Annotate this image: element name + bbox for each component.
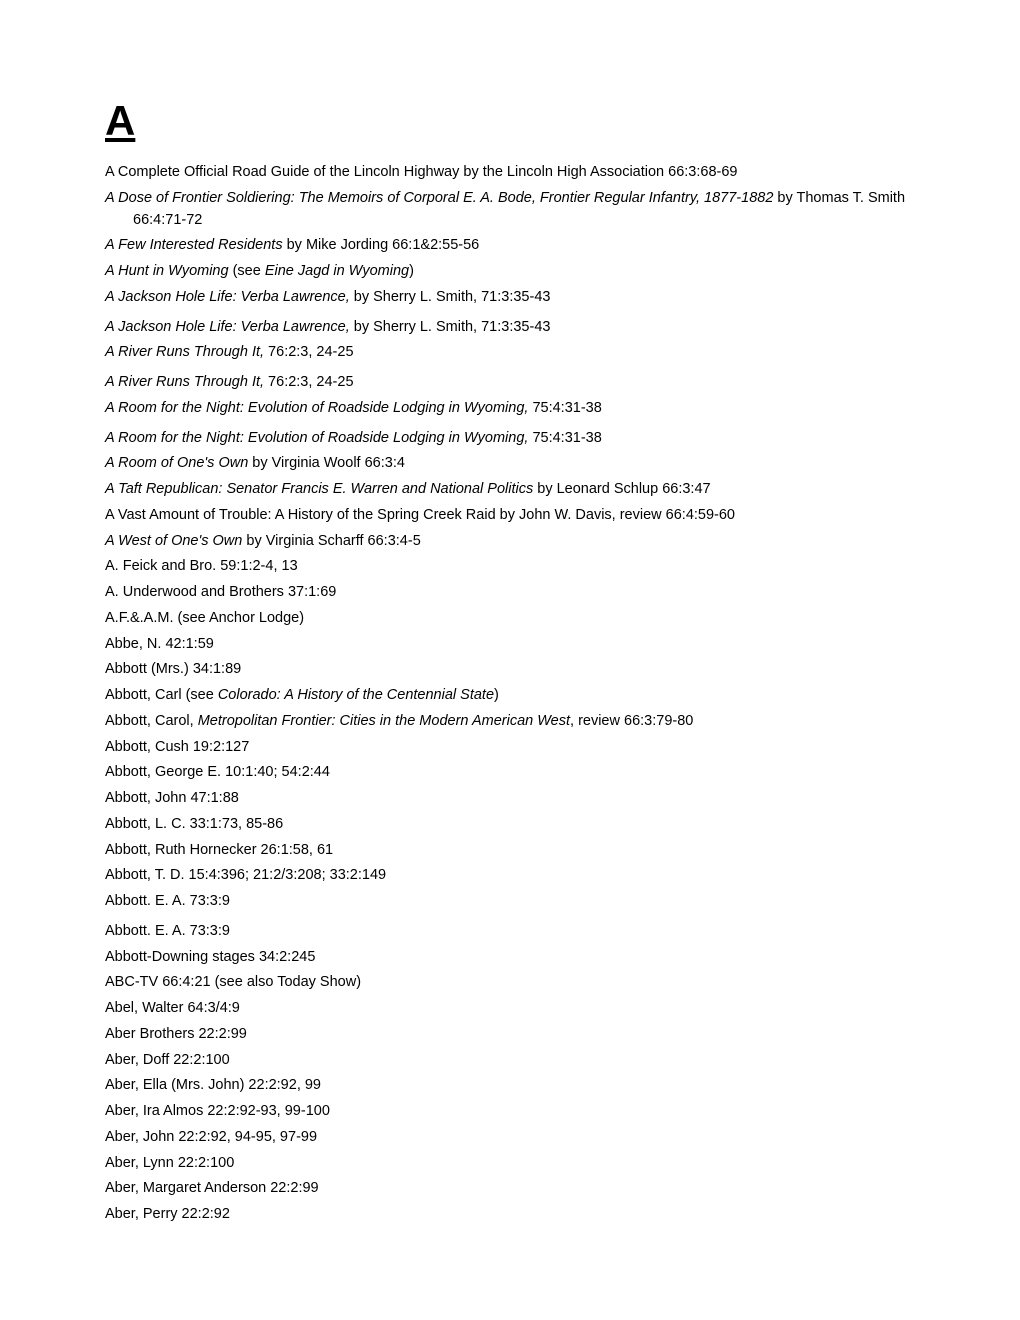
entry-text: Aber, Perry 22:2:92 xyxy=(105,1206,230,1222)
entry-text: A Taft Republican: Senator Francis E. Wa… xyxy=(105,481,533,497)
entry-text: Abbe, N. 42:1:59 xyxy=(105,636,214,652)
entry-text: A.F.&.A.M. (see Anchor Lodge) xyxy=(105,610,304,626)
entry-text: Abbott (Mrs.) 34:1:89 xyxy=(105,661,241,677)
entry-text: Aber, Margaret Anderson 22:2:99 xyxy=(105,1180,319,1196)
entry-text: A Room for the Night: Evolution of Roads… xyxy=(105,400,528,416)
entry-text: A Vast Amount of Trouble: A History of t… xyxy=(105,507,735,523)
index-entry: A Complete Official Road Guide of the Li… xyxy=(105,162,915,184)
entry-text: by Virginia Scharff 66:3:4-5 xyxy=(242,533,420,549)
index-entry: Abbe, N. 42:1:59 xyxy=(105,634,915,656)
entry-text: by Mike Jording 66:1&2:55-56 xyxy=(283,237,480,253)
index-entry: A Jackson Hole Life: Verba Lawrence, by … xyxy=(105,287,915,309)
index-entry: A Jackson Hole Life: Verba Lawrence, by … xyxy=(105,317,915,339)
entry-text: Aber, Doff 22:2:100 xyxy=(105,1052,230,1068)
index-entry: A Room for the Night: Evolution of Roads… xyxy=(105,428,915,450)
entry-text: Metropolitan Frontier: Cities in the Mod… xyxy=(198,713,570,729)
entry-text: A Jackson Hole Life: Verba Lawrence, xyxy=(105,289,350,305)
entry-text: (see xyxy=(229,263,265,279)
index-entry: Abbott-Downing stages 34:2:245 xyxy=(105,947,915,969)
entry-text: Aber, Lynn 22:2:100 xyxy=(105,1155,234,1171)
entry-text: by Sherry L. Smith, 71:3:35-43 xyxy=(350,289,551,305)
entry-text: Aber, Ella (Mrs. John) 22:2:92, 99 xyxy=(105,1077,321,1093)
index-entry: A Few Interested Residents by Mike Jordi… xyxy=(105,235,915,257)
entry-text: Abbott-Downing stages 34:2:245 xyxy=(105,949,315,965)
index-entry: A Dose of Frontier Soldiering: The Memoi… xyxy=(105,188,915,232)
index-entry: Aber, Doff 22:2:100 xyxy=(105,1050,915,1072)
index-entry: Aber, Perry 22:2:92 xyxy=(105,1204,915,1226)
section-heading: A xyxy=(105,100,915,142)
index-entry: Abbott, George E. 10:1:40; 54:2:44 xyxy=(105,762,915,784)
entry-text: Abbott. E. A. 73:3:9 xyxy=(105,893,230,909)
entry-text: A Complete Official Road Guide of the Li… xyxy=(105,164,737,180)
index-entry: Abbott, Carl (see Colorado: A History of… xyxy=(105,685,915,707)
index-entry: Abbott, T. D. 15:4:396; 21:2/3:208; 33:2… xyxy=(105,865,915,887)
index-entry: A Room for the Night: Evolution of Roads… xyxy=(105,398,915,420)
entry-text: 76:2:3, 24-25 xyxy=(264,344,354,360)
entry-text: Aber Brothers 22:2:99 xyxy=(105,1026,247,1042)
entry-text: Abel, Walter 64:3/4:9 xyxy=(105,1000,240,1016)
index-entry: Aber Brothers 22:2:99 xyxy=(105,1024,915,1046)
index-entry: A River Runs Through It, 76:2:3, 24-25 xyxy=(105,342,915,364)
index-entry: Abbott (Mrs.) 34:1:89 xyxy=(105,659,915,681)
entry-text: Abbott, Carl (see xyxy=(105,687,218,703)
entry-text: A Room for the Night: Evolution of Roads… xyxy=(105,430,528,446)
entry-text: A Hunt in Wyoming xyxy=(105,263,229,279)
entry-text: by Virginia Woolf 66:3:4 xyxy=(248,455,405,471)
entry-text: A Room of One's Own xyxy=(105,455,248,471)
entry-text: A River Runs Through It, xyxy=(105,374,264,390)
index-entry: A. Underwood and Brothers 37:1:69 xyxy=(105,582,915,604)
entry-text: A Dose of Frontier Soldiering: The Memoi… xyxy=(105,190,773,206)
index-entry: Aber, Ira Almos 22:2:92-93, 99-100 xyxy=(105,1101,915,1123)
entry-text: ) xyxy=(494,687,499,703)
entry-text: Abbott, George E. 10:1:40; 54:2:44 xyxy=(105,764,330,780)
entry-text: Abbott. E. A. 73:3:9 xyxy=(105,923,230,939)
entry-text: A. Feick and Bro. 59:1:2-4, 13 xyxy=(105,558,298,574)
index-entry: Aber, John 22:2:92, 94-95, 97-99 xyxy=(105,1127,915,1149)
entry-text: Abbott, John 47:1:88 xyxy=(105,790,239,806)
entry-text: ABC-TV 66:4:21 (see also Today Show) xyxy=(105,974,361,990)
index-entry: A Room of One's Own by Virginia Woolf 66… xyxy=(105,453,915,475)
index-entry: A Hunt in Wyoming (see Eine Jagd in Wyom… xyxy=(105,261,915,283)
entry-text: , review 66:3:79-80 xyxy=(570,713,693,729)
entry-text: A Few Interested Residents xyxy=(105,237,283,253)
entry-text: 75:4:31-38 xyxy=(528,430,601,446)
entry-text: A West of One's Own xyxy=(105,533,242,549)
entry-text: A. Underwood and Brothers 37:1:69 xyxy=(105,584,336,600)
entry-text: Abbott, Carol, xyxy=(105,713,198,729)
entry-text: by Leonard Schlup 66:3:47 xyxy=(533,481,710,497)
index-entry: A River Runs Through It, 76:2:3, 24-25 xyxy=(105,372,915,394)
entry-text: Eine Jagd in Wyoming xyxy=(265,263,409,279)
entry-text: A Jackson Hole Life: Verba Lawrence, xyxy=(105,319,350,335)
index-entry: A Taft Republican: Senator Francis E. Wa… xyxy=(105,479,915,501)
index-entry: A West of One's Own by Virginia Scharff … xyxy=(105,531,915,553)
index-entry: Abbott. E. A. 73:3:9 xyxy=(105,891,915,913)
entry-text: Aber, John 22:2:92, 94-95, 97-99 xyxy=(105,1129,317,1145)
entry-text: 75:4:31-38 xyxy=(528,400,601,416)
entry-text: Abbott, Cush 19:2:127 xyxy=(105,739,249,755)
index-entry: A Vast Amount of Trouble: A History of t… xyxy=(105,505,915,527)
entry-text: Aber, Ira Almos 22:2:92-93, 99-100 xyxy=(105,1103,330,1119)
entry-text: A River Runs Through It, xyxy=(105,344,264,360)
index-entry: Abbott, L. C. 33:1:73, 85-86 xyxy=(105,814,915,836)
index-entry: Abbott. E. A. 73:3:9 xyxy=(105,921,915,943)
index-entry: Abbott, Carol, Metropolitan Frontier: Ci… xyxy=(105,711,915,733)
entry-text: Abbott, T. D. 15:4:396; 21:2/3:208; 33:2… xyxy=(105,867,386,883)
entry-text: Abbott, Ruth Hornecker 26:1:58, 61 xyxy=(105,842,333,858)
index-entry: Aber, Margaret Anderson 22:2:99 xyxy=(105,1178,915,1200)
entry-text: by Sherry L. Smith, 71:3:35-43 xyxy=(350,319,551,335)
index-entry: Abbott, John 47:1:88 xyxy=(105,788,915,810)
index-entry: Aber, Lynn 22:2:100 xyxy=(105,1153,915,1175)
index-entry: ABC-TV 66:4:21 (see also Today Show) xyxy=(105,972,915,994)
entry-text: 76:2:3, 24-25 xyxy=(264,374,354,390)
index-entry: Abel, Walter 64:3/4:9 xyxy=(105,998,915,1020)
entry-text: ) xyxy=(409,263,414,279)
index-entry: Abbott, Cush 19:2:127 xyxy=(105,737,915,759)
index-entry: Aber, Ella (Mrs. John) 22:2:92, 99 xyxy=(105,1075,915,1097)
index-entries-list: A Complete Official Road Guide of the Li… xyxy=(105,162,915,1226)
entry-text: Colorado: A History of the Centennial St… xyxy=(218,687,494,703)
index-entry: A. Feick and Bro. 59:1:2-4, 13 xyxy=(105,556,915,578)
index-entry: A.F.&.A.M. (see Anchor Lodge) xyxy=(105,608,915,630)
index-entry: Abbott, Ruth Hornecker 26:1:58, 61 xyxy=(105,840,915,862)
entry-text: Abbott, L. C. 33:1:73, 85-86 xyxy=(105,816,283,832)
